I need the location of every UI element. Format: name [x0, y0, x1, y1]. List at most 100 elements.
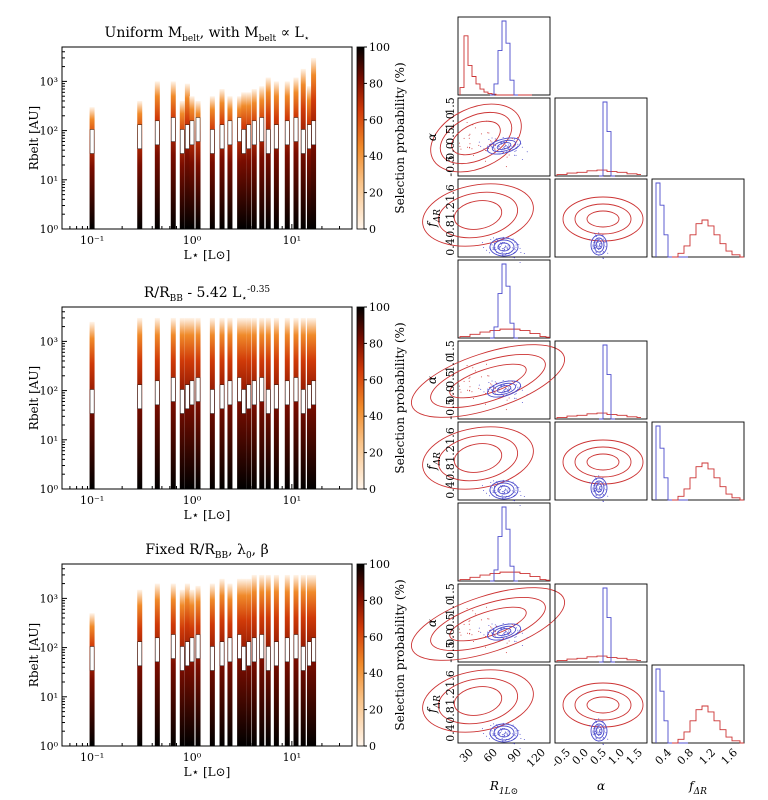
posterior-sample	[501, 242, 503, 244]
posterior-sample	[594, 246, 596, 248]
prior-contour	[410, 587, 566, 661]
posterior-sample	[500, 485, 502, 487]
belt-marker	[307, 641, 312, 666]
posterior-sample	[504, 735, 506, 737]
posterior-sample	[506, 490, 508, 492]
panel-title: R/RBB - 5.42 L⋆-0.35	[144, 285, 271, 304]
posterior-sample	[515, 730, 517, 732]
fdR-tick-label: 1.6	[719, 746, 741, 768]
posterior-sample	[598, 248, 600, 250]
posterior-sample	[513, 138, 515, 140]
posterior-sample	[603, 241, 605, 243]
belt-marker	[285, 637, 290, 663]
posterior-sample	[520, 143, 522, 145]
posterior-sample	[502, 152, 504, 154]
prior-sample	[506, 156, 508, 158]
posterior-sample	[598, 734, 600, 736]
prior-sample	[463, 380, 465, 382]
posterior-sample	[603, 251, 605, 253]
posterior-sample	[596, 488, 598, 490]
probability-band	[189, 589, 195, 746]
posterior-sample	[523, 253, 525, 255]
posterior-sample	[594, 240, 596, 242]
posterior-sample	[514, 734, 516, 736]
posterior-sample	[507, 723, 509, 725]
prior-sample	[471, 391, 473, 393]
prior-sample	[488, 390, 490, 392]
posterior-sample	[514, 251, 516, 253]
belt-marker	[307, 124, 312, 149]
posterior-sample	[501, 385, 503, 387]
posterior-contour	[493, 482, 515, 498]
posterior-sample	[509, 489, 511, 491]
posterior-sample	[502, 740, 504, 742]
belt-marker	[227, 120, 233, 146]
posterior-sample	[514, 248, 516, 250]
belt-marker	[246, 384, 251, 409]
belt-marker	[301, 389, 306, 414]
posterior-sample	[507, 237, 509, 239]
posterior-hist	[655, 182, 688, 258]
posterior-sample	[515, 141, 517, 143]
posterior-contour	[493, 725, 515, 741]
posterior-sample	[520, 495, 522, 497]
posterior-sample	[596, 729, 598, 731]
prior-hist	[556, 655, 641, 662]
posterior-sample	[501, 244, 503, 246]
prior-contour	[453, 200, 503, 230]
posterior-sample	[590, 248, 592, 250]
posterior-sample	[600, 733, 602, 735]
probability-band	[209, 96, 215, 230]
posterior-sample	[508, 387, 510, 389]
prior-sample	[508, 146, 510, 148]
x-tick-label: 10¹	[283, 234, 301, 247]
posterior-sample	[520, 738, 522, 740]
posterior-sample	[502, 254, 504, 256]
scatter-fdR-alpha	[554, 178, 648, 258]
posterior-sample	[502, 722, 504, 724]
posterior-contour	[487, 137, 521, 155]
posterior-sample	[499, 141, 501, 143]
posterior-sample	[505, 496, 507, 498]
posterior-sample	[502, 137, 504, 139]
posterior-sample	[512, 724, 514, 726]
posterior-sample	[483, 489, 485, 491]
posterior-sample	[598, 724, 600, 726]
colorbar-tick-label: 20	[369, 187, 383, 200]
posterior-sample	[490, 725, 492, 727]
probability-band	[227, 96, 233, 230]
posterior-sample	[506, 637, 508, 639]
posterior-sample	[597, 740, 599, 742]
posterior-sample	[597, 497, 599, 499]
posterior-sample	[495, 481, 497, 483]
posterior-sample	[507, 632, 509, 634]
prior-sample	[469, 619, 471, 621]
prior-sample	[469, 376, 471, 378]
prior-contour	[430, 596, 546, 652]
prior-sample	[486, 363, 488, 365]
prior-sample	[460, 634, 462, 636]
posterior-sample	[507, 491, 509, 493]
left-panels: Uniform Mbelt, with Mbelt ∝ L⋆ 10⁰ 10¹ 10² 1…	[27, 25, 407, 779]
alpha-tick-label: -0.5	[444, 641, 457, 662]
posterior-sample	[520, 386, 522, 388]
prior-sample	[458, 385, 460, 387]
posterior-sample	[480, 631, 482, 633]
posterior-sample	[489, 386, 491, 388]
belt-marker	[285, 120, 290, 146]
posterior-sample	[594, 241, 596, 243]
posterior-sample	[501, 491, 503, 493]
posterior-sample	[502, 148, 504, 150]
panel-title: Uniform Mbelt, with Mbelt ∝ L⋆	[105, 25, 310, 44]
posterior-sample	[601, 249, 603, 251]
posterior-sample	[592, 246, 594, 248]
fdR-tick-label: 0.4	[444, 238, 457, 256]
posterior-sample	[505, 638, 507, 640]
posterior-sample	[478, 627, 480, 629]
posterior-sample	[594, 719, 596, 721]
posterior-sample	[493, 631, 495, 633]
prior-sample	[511, 137, 513, 139]
posterior-sample	[519, 747, 521, 749]
belt-marker	[185, 124, 190, 149]
posterior-sample	[595, 722, 597, 724]
